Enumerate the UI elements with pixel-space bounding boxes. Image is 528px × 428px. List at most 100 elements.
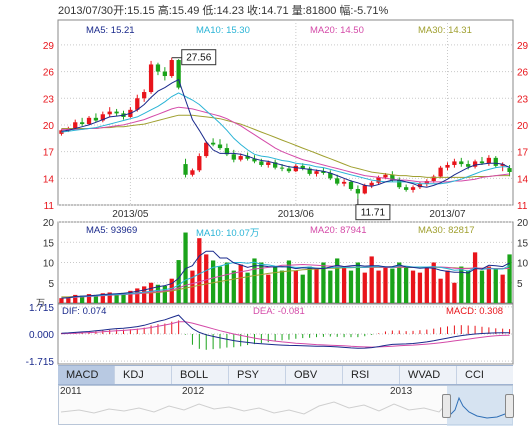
volume-bar (376, 270, 381, 303)
candle-body (238, 156, 243, 160)
price-ma20-legend: MA20: 14.50 (310, 25, 364, 36)
tab-kdj[interactable]: KDJ (115, 366, 172, 384)
volume-bar (431, 262, 436, 303)
candle-body (479, 161, 485, 164)
candle-body (355, 188, 361, 194)
volume-bar (231, 270, 236, 303)
volume-tick-left: 5 (48, 279, 54, 290)
candle-body (86, 117, 92, 125)
navigator-right-handle[interactable] (505, 394, 514, 418)
candle-body (135, 98, 140, 110)
volume-bar (73, 294, 78, 303)
candle-body (169, 60, 174, 77)
candle-body (300, 165, 305, 169)
volume-bar (314, 268, 319, 303)
candle-body (176, 60, 181, 88)
volume-bar (100, 293, 105, 303)
volume-bar (142, 286, 147, 303)
candle-body (438, 167, 443, 177)
volume-bar (397, 262, 402, 303)
volume-bar (183, 232, 188, 303)
volume-bar (383, 266, 388, 303)
volume-bar (493, 268, 498, 303)
price-tick-left: 29 (43, 41, 55, 52)
date-tick-label: 2013/07 (429, 209, 466, 220)
price-tick-left: 11 (44, 201, 55, 212)
volume-bar (210, 260, 216, 303)
candle-body (266, 162, 271, 165)
candle-body (210, 142, 216, 145)
price-tick-right: 23 (517, 94, 528, 105)
candle-body (404, 187, 409, 190)
price-ma30-legend: MA30: 14.31 (418, 25, 472, 36)
low-marker-box (355, 204, 391, 221)
volume-bar (273, 266, 278, 303)
candle-body (183, 164, 188, 175)
candle-body (459, 161, 464, 165)
volume-bar (404, 266, 409, 303)
volume-bar (355, 262, 361, 303)
volume-bar (438, 278, 443, 303)
volume-bar (459, 266, 464, 303)
open-price: 15.15 (127, 5, 155, 17)
volume-bar (390, 268, 395, 303)
candle-body (493, 157, 498, 166)
tab-rsi[interactable]: RSI (343, 366, 400, 384)
tab-macd[interactable]: MACD (58, 366, 115, 384)
low-marker-label: 11.71 (361, 208, 386, 219)
volume-tick-right: 10 (517, 259, 528, 270)
macd-legend: MACD: 0.308 (446, 306, 504, 317)
price-ma20-line (61, 106, 510, 183)
low-price: 14.23 (216, 5, 244, 17)
high-marker-label: 27.56 (186, 53, 211, 64)
price-tick-right: 29 (517, 41, 528, 52)
time-navigator[interactable] (58, 385, 514, 426)
volume-bar (162, 285, 167, 303)
volume-bar (445, 270, 450, 303)
volume-bar (217, 266, 223, 303)
volume-bar (245, 272, 250, 303)
macd-tick-left: 1.715 (29, 303, 54, 314)
candle-body (142, 92, 147, 99)
dif-line (61, 314, 510, 349)
candle-body (472, 161, 478, 167)
price-tick-left: 23 (43, 94, 55, 105)
price-tick-right: 20 (517, 121, 528, 132)
candle-body (114, 111, 119, 114)
volume-bar (466, 270, 471, 303)
indicator-tabs: MACD KDJ BOLL PSY OBV RSI WVAD CCI (58, 365, 513, 385)
high-marker-box (181, 49, 217, 66)
navigator-history-line (60, 386, 513, 426)
candle-body (362, 185, 367, 194)
price-ma30-line (61, 114, 510, 178)
volume-bar (204, 254, 209, 303)
navigator-left-handle[interactable] (442, 394, 451, 418)
volume-tick-right: 15 (517, 238, 528, 249)
close-price: 14.71 (261, 5, 289, 17)
volume-ma5-legend: MA5: 93969 (86, 225, 138, 236)
candle-body (252, 158, 257, 162)
volume-tick-left: 20 (43, 218, 55, 229)
candle-body (335, 178, 340, 184)
tab-psy[interactable]: PSY (229, 366, 286, 384)
volume-ma30-legend: MA30: 82817 (418, 225, 475, 236)
tab-cci[interactable]: CCI (465, 369, 484, 381)
tab-obv[interactable]: OBV (286, 366, 343, 384)
candle-body (273, 162, 278, 168)
candle-body (217, 144, 223, 149)
volume-tick-left: 10 (43, 259, 55, 270)
tab-boll[interactable]: BOLL (172, 366, 229, 384)
candle-body (369, 182, 374, 186)
quote-date: 2013/07/30 (58, 5, 114, 17)
volume-bar (362, 272, 367, 303)
candle-body (190, 170, 195, 175)
volume-bar (259, 262, 264, 303)
volume-bar (369, 256, 374, 303)
volume-bar (335, 258, 340, 303)
tab-wvad[interactable]: WVAD (400, 366, 457, 384)
candle-body (431, 176, 436, 181)
high-price: 15.49 (171, 5, 200, 17)
navigator-year-2011: 2011 (60, 386, 82, 397)
volume-bar (286, 260, 292, 303)
